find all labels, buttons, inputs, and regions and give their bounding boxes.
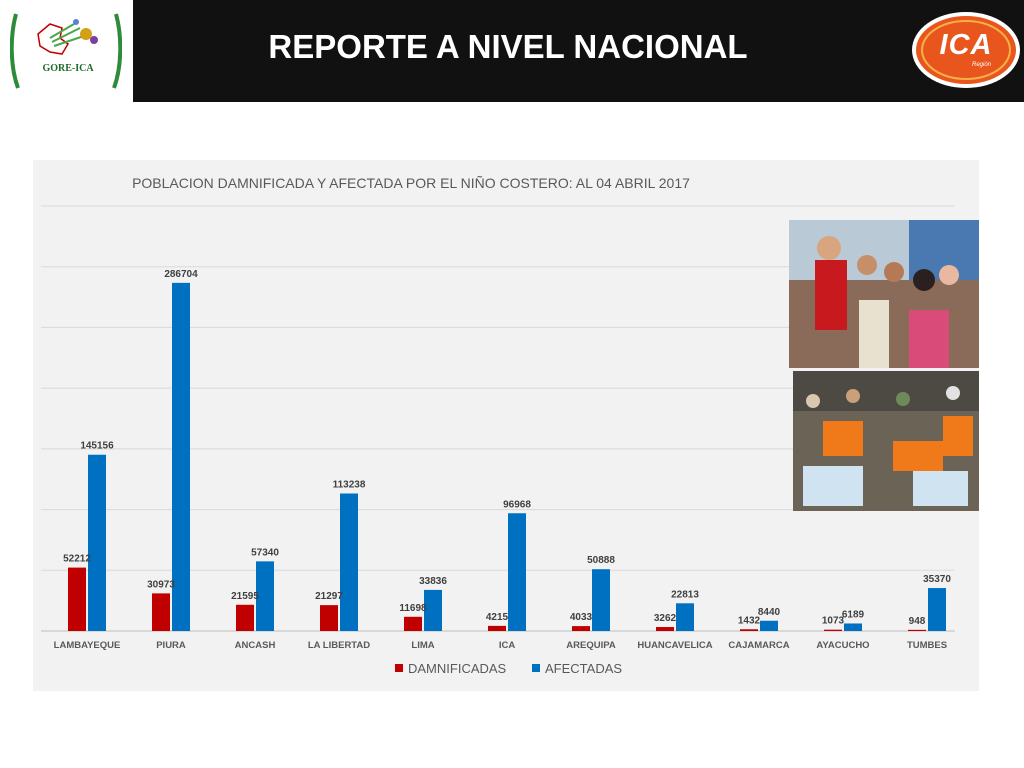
bar-damnificadas-tumbes bbox=[908, 629, 926, 631]
x-tick-label: HUANCAVELICA bbox=[637, 640, 712, 651]
data-label: 4215 bbox=[486, 612, 509, 623]
x-tick-label: CAJAMARCA bbox=[728, 640, 789, 651]
bar-afectadas-lambayeque bbox=[88, 454, 106, 631]
data-label: 948 bbox=[909, 616, 926, 627]
x-tick-label: TUMBES bbox=[907, 640, 947, 651]
data-label: 113238 bbox=[333, 479, 366, 490]
data-label: 96968 bbox=[503, 499, 531, 510]
data-label: 52212 bbox=[63, 554, 91, 565]
bar-damnificadas-arequipa bbox=[572, 626, 590, 631]
ica-region-logo: ICA Región bbox=[910, 10, 1022, 90]
data-label: 30973 bbox=[147, 579, 175, 590]
bar-afectadas-huancavelica bbox=[676, 603, 694, 631]
legend-swatch-afectadas bbox=[532, 664, 540, 672]
data-label: 8440 bbox=[758, 607, 781, 618]
bar-afectadas-piura bbox=[172, 282, 190, 631]
data-label: 1432 bbox=[738, 615, 761, 626]
bar-damnificadas-ayacucho bbox=[824, 629, 842, 631]
peru-map-icon bbox=[10, 13, 122, 89]
bar-damnificadas-lima bbox=[404, 616, 422, 631]
legend-label-damnificadas: DAMNIFICADAS bbox=[408, 661, 507, 676]
bar-damnificadas-huancavelica bbox=[656, 627, 674, 631]
gore-ica-logo: GORE-ICA bbox=[0, 0, 133, 102]
bar-afectadas-ica bbox=[508, 513, 526, 631]
photo-official-crowd bbox=[789, 220, 979, 368]
x-tick-label: ICA bbox=[499, 640, 516, 651]
photo-water-distribution bbox=[793, 371, 979, 511]
bar-afectadas-cajamarca bbox=[760, 620, 778, 631]
data-label: 50888 bbox=[587, 555, 615, 566]
ica-logo-text: ICA bbox=[939, 29, 993, 61]
chart-title: POBLACION DAMNIFICADA Y AFECTADA POR EL … bbox=[132, 175, 690, 191]
data-label: 6189 bbox=[842, 609, 865, 620]
bar-afectadas-ancash bbox=[256, 561, 274, 631]
data-label: 33836 bbox=[419, 576, 447, 587]
gore-ica-label: GORE-ICA bbox=[42, 63, 94, 74]
data-label: 4033 bbox=[570, 612, 593, 623]
x-tick-label: AYACUCHO bbox=[816, 640, 869, 651]
bar-damnificadas-ancash bbox=[236, 604, 254, 631]
legend-label-afectadas: AFECTADAS bbox=[545, 661, 622, 676]
bar-afectadas-lima bbox=[424, 589, 442, 631]
data-label: 3262 bbox=[654, 613, 677, 624]
region-logo-subtext: Región bbox=[972, 62, 992, 68]
bar-damnificadas-piura bbox=[152, 593, 170, 631]
data-label: 1073 bbox=[822, 616, 845, 627]
bar-damnificadas-cajamarca bbox=[740, 629, 758, 631]
x-tick-label: PIURA bbox=[156, 640, 186, 651]
x-tick-label: LAMBAYEQUE bbox=[54, 640, 121, 651]
bar-afectadas-la-libertad bbox=[340, 493, 358, 631]
bar-damnificadas-la-libertad bbox=[320, 605, 338, 631]
data-label: 22813 bbox=[671, 589, 699, 600]
legend-swatch-damnificadas bbox=[395, 664, 403, 672]
x-tick-label: LA LIBERTAD bbox=[308, 640, 370, 651]
data-label: 286704 bbox=[164, 269, 198, 280]
bar-afectadas-arequipa bbox=[592, 569, 610, 631]
bar-damnificadas-ica bbox=[488, 625, 506, 631]
chart-panel: POBLACION DAMNIFICADA Y AFECTADA POR EL … bbox=[33, 160, 979, 691]
x-tick-label: LIMA bbox=[411, 640, 434, 651]
header-bar: GORE-ICA REPORTE A NIVEL NACIONAL ICA Re… bbox=[0, 0, 1024, 102]
data-label: 11698 bbox=[399, 603, 427, 614]
x-tick-label: AREQUIPA bbox=[566, 640, 616, 651]
x-tick-label: ANCASH bbox=[235, 640, 276, 651]
bar-afectadas-tumbes bbox=[928, 588, 946, 631]
data-label: 21297 bbox=[315, 591, 343, 602]
data-label: 21595 bbox=[231, 591, 259, 602]
data-label: 145156 bbox=[80, 441, 114, 452]
data-label: 57340 bbox=[251, 547, 279, 558]
page-title: REPORTE A NIVEL NACIONAL bbox=[268, 28, 748, 65]
data-label: 35370 bbox=[923, 574, 951, 585]
bar-afectadas-ayacucho bbox=[844, 623, 862, 631]
bar-damnificadas-lambayeque bbox=[68, 567, 86, 631]
